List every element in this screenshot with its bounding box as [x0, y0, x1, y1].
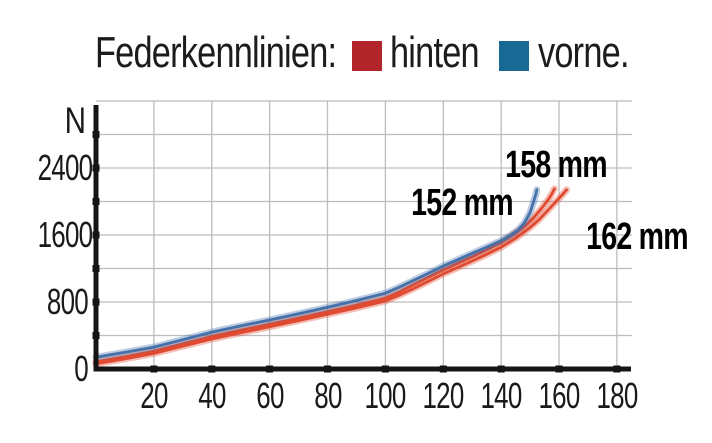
y-tick-label: 2400: [37, 147, 94, 188]
legend-swatch-hinten: [352, 41, 382, 71]
y-tick-mark: [92, 332, 100, 339]
x-tick-label: 40: [198, 375, 226, 416]
x-tick-label: 160: [538, 375, 580, 416]
chart-title: Federkennlinien:: [95, 28, 337, 77]
x-tick-label: 100: [364, 375, 406, 416]
curve-end-label: 152 mm: [411, 182, 513, 224]
x-tick-mark: [555, 365, 563, 373]
legend-label-hinten: hinten: [390, 28, 480, 77]
y-tick-mark: [92, 131, 100, 138]
curve-vorne-2: [94, 188, 539, 359]
x-tick-label: 140: [480, 375, 522, 416]
y-tick-mark: [92, 265, 100, 272]
x-tick-mark: [266, 365, 274, 373]
legend-swatch-vorne: [499, 41, 529, 71]
y-tick-label: 0: [74, 348, 88, 389]
y-tick-mark: [92, 298, 100, 306]
y-tick-mark: [92, 198, 100, 205]
y-tick-mark: [92, 231, 100, 239]
x-tick-label: 80: [314, 375, 342, 416]
x-tick-label: 60: [256, 375, 284, 416]
y-tick-label: 1600: [37, 214, 94, 255]
y-tick-label: 800: [46, 281, 89, 322]
x-tick-mark: [439, 365, 447, 373]
y-tick-mark: [92, 164, 100, 172]
legend-label-vorne: vorne.: [538, 28, 629, 77]
x-tick-label: 20: [140, 375, 168, 416]
curve-end-label: 162 mm: [586, 216, 688, 258]
x-tick-label: 120: [422, 375, 464, 416]
x-tick-mark: [381, 365, 389, 373]
x-tick-label: 180: [596, 375, 638, 416]
x-tick-mark: [150, 365, 158, 373]
curve-hinten-0: [94, 187, 556, 364]
curve-hinten-1: [94, 188, 568, 366]
x-tick-mark: [208, 365, 216, 373]
x-tick-mark: [324, 365, 331, 373]
curve-end-label: 158 mm: [505, 144, 607, 186]
x-tick-mark: [497, 365, 505, 373]
x-tick-mark: [613, 365, 621, 373]
y-axis-unit-label: N: [64, 100, 86, 141]
